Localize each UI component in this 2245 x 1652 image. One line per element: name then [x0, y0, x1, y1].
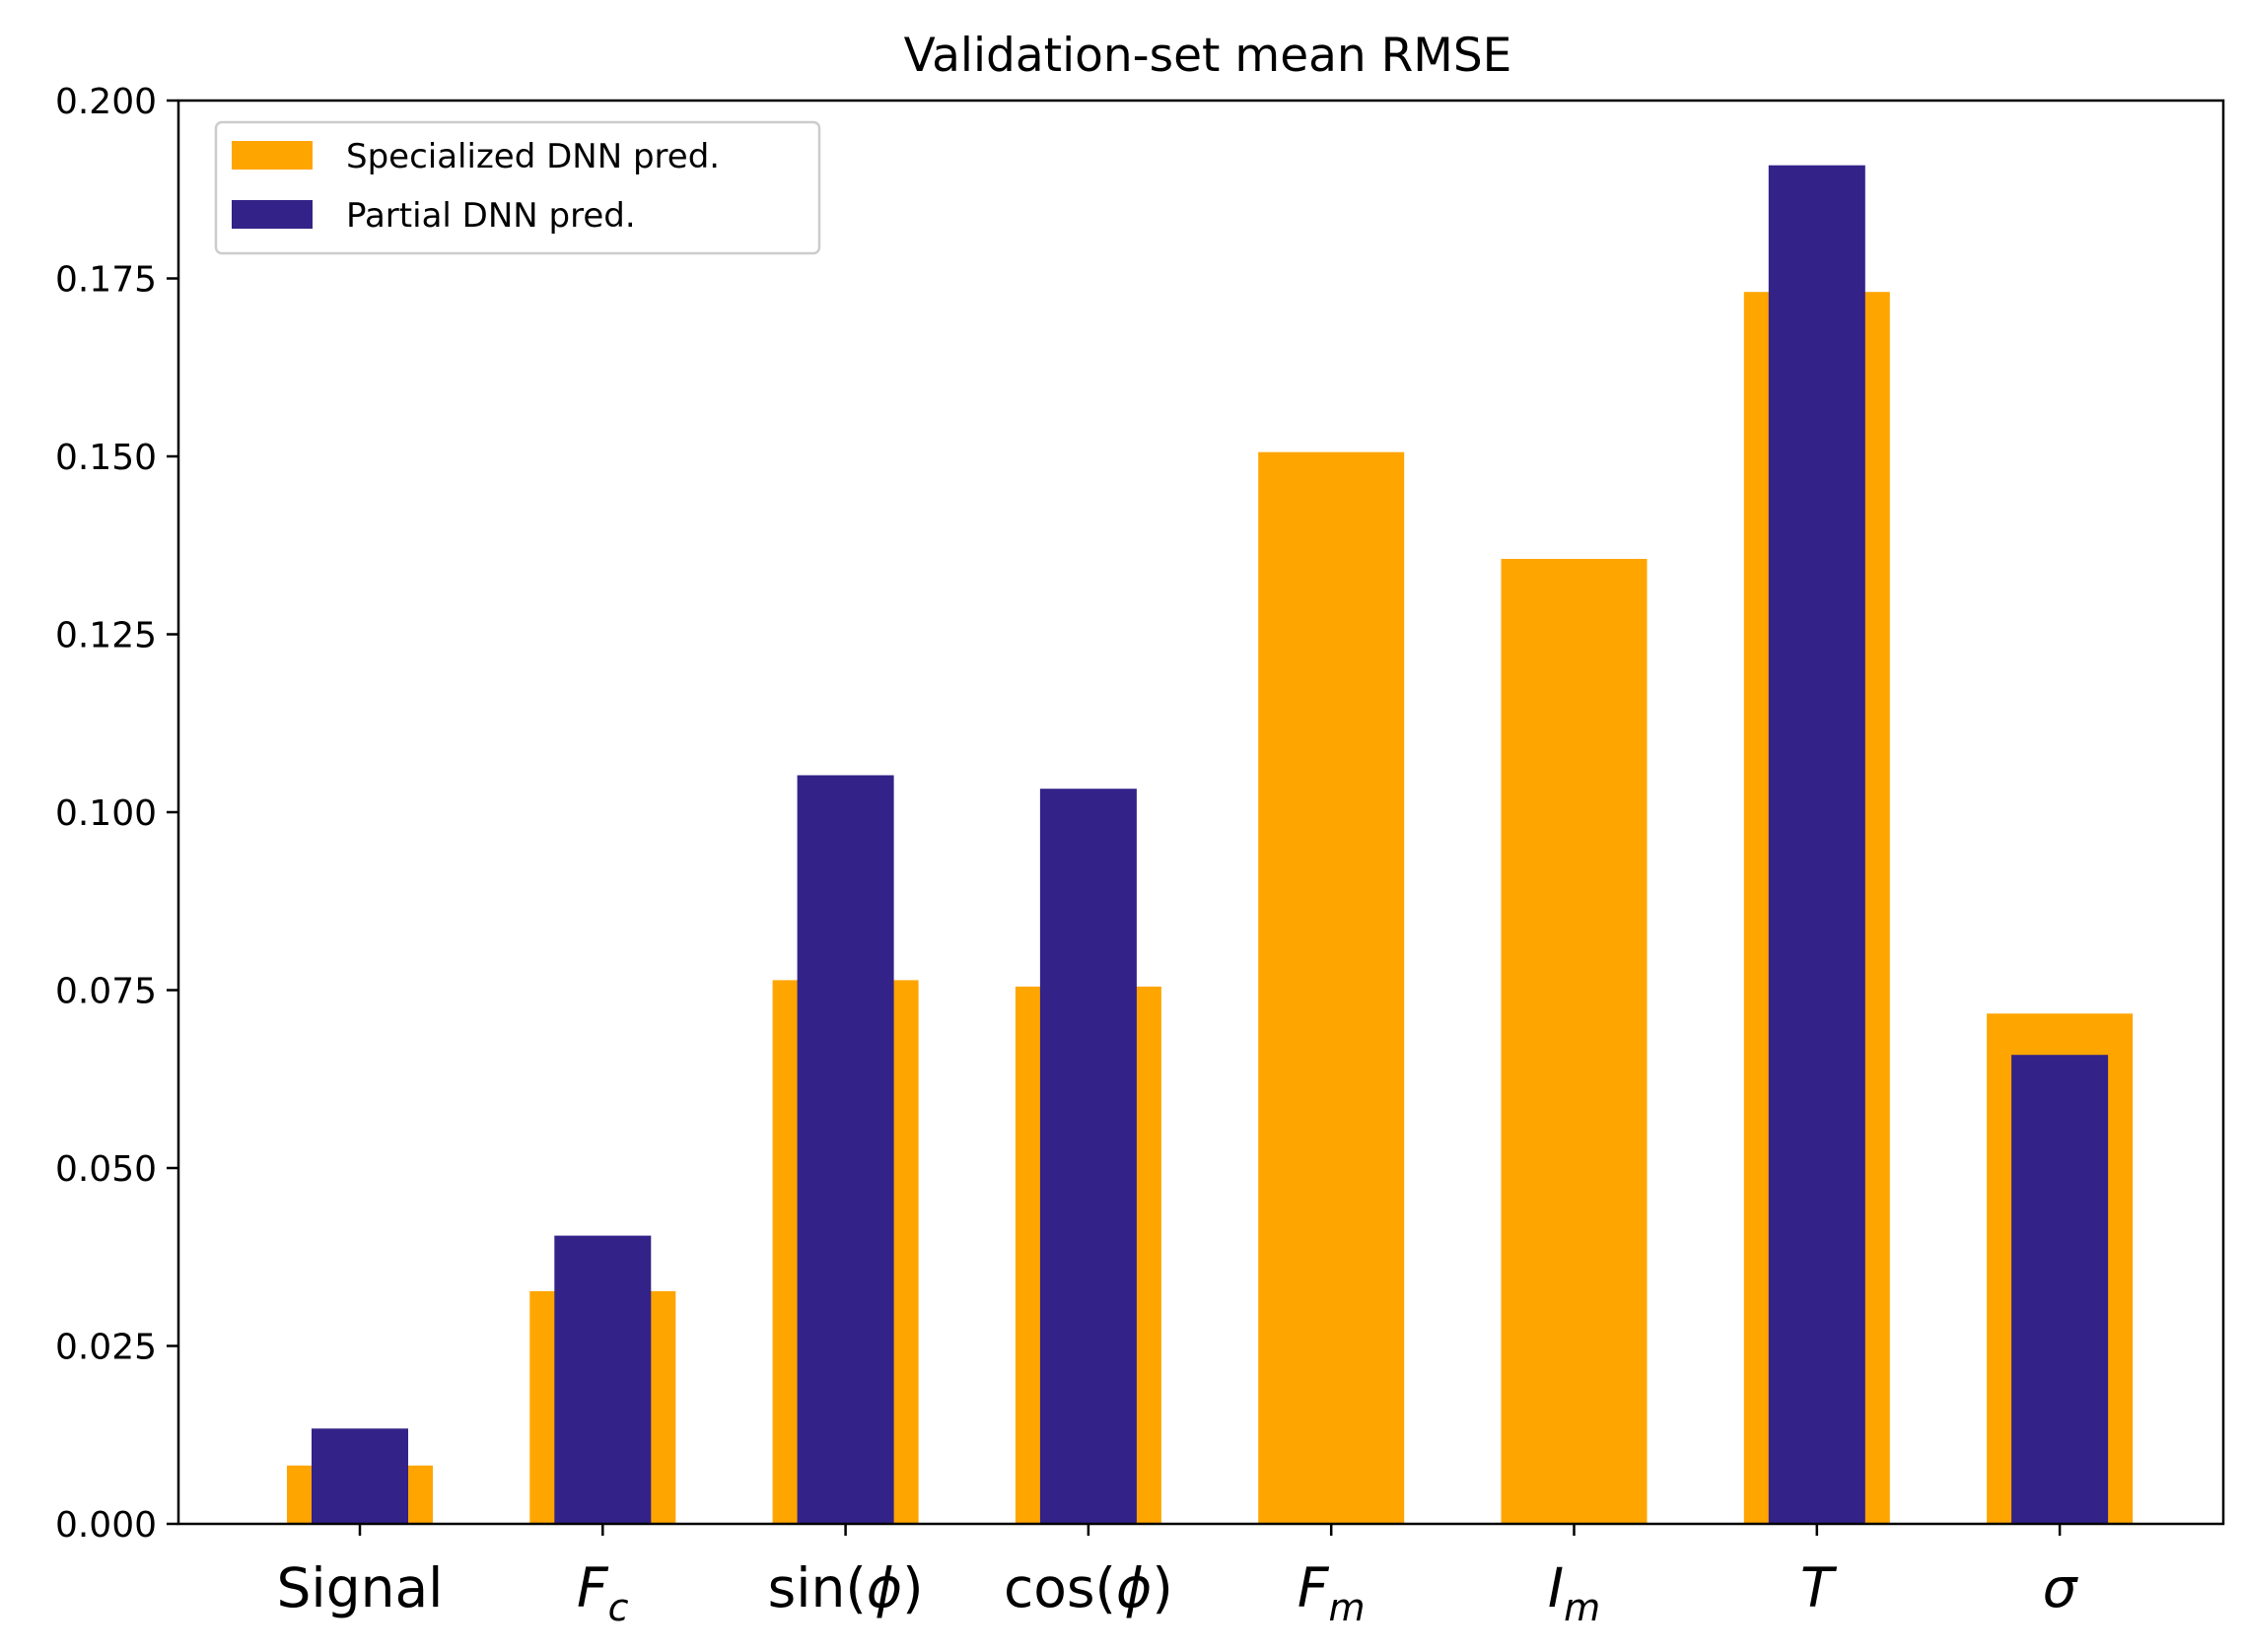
legend-swatch-partial — [232, 200, 313, 229]
bar-partial-0 — [312, 1428, 408, 1524]
x-category-label: Signal — [277, 1556, 444, 1619]
y-tick-label: 0.050 — [55, 1149, 157, 1190]
bar-specialized-4 — [1258, 451, 1405, 1525]
x-category-label: Im — [1548, 1556, 1600, 1629]
x-category-label: Fc — [577, 1556, 629, 1629]
x-category-label: σ — [2043, 1556, 2079, 1619]
x-category-label: cos(ϕ) — [1004, 1556, 1173, 1619]
y-tick-label: 0.100 — [55, 793, 157, 834]
x-category-label: Fm — [1298, 1556, 1366, 1629]
y-tick-label: 0.200 — [55, 82, 157, 122]
y-tick-label: 0.000 — [55, 1505, 157, 1546]
bar-partial-2 — [797, 775, 894, 1524]
bar-partial-1 — [554, 1235, 652, 1524]
bar-partial-6 — [1768, 165, 1865, 1525]
legend: Specialized DNN pred. Partial DNN pred. — [214, 120, 821, 255]
y-tick-label: 0.025 — [55, 1328, 157, 1368]
x-category-label: T — [1800, 1556, 1838, 1619]
legend-label-partial: Partial DNN pred. — [346, 196, 636, 236]
legend-label-specialized: Specialized DNN pred. — [346, 137, 720, 176]
y-axis: 0.000 0.025 0.050 0.075 0.100 0.125 0.150 0.175… — [55, 82, 178, 1546]
legend-box — [214, 120, 821, 255]
x-category-label: sin(ϕ) — [768, 1556, 924, 1619]
bar-specialized-5 — [1501, 559, 1648, 1524]
y-tick-label: 0.150 — [55, 438, 157, 478]
y-tick-label: 0.075 — [55, 972, 157, 1012]
bar-partial-3 — [1039, 789, 1137, 1524]
y-tick-label: 0.125 — [55, 616, 157, 656]
legend-swatch-specialized — [232, 141, 313, 170]
chart-title: Validation-set mean RMSE — [904, 29, 1512, 83]
plot-frame — [176, 99, 2225, 1526]
y-tick-label: 0.175 — [55, 260, 157, 301]
bars-layer — [287, 165, 2134, 1525]
bar-partial-7 — [2011, 1055, 2109, 1524]
